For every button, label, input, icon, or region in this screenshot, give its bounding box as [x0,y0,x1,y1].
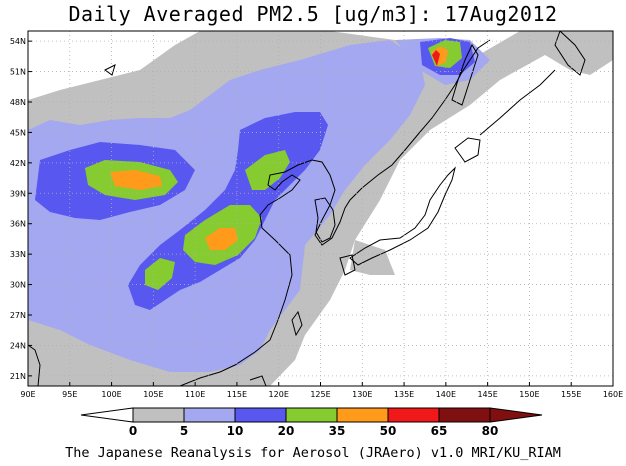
colorbar: 0 5 10 20 35 50 65 80 [80,407,543,438]
lat-tick-label: 27N [10,311,26,320]
lat-tick-label: 24N [10,341,26,350]
lake-baikal [104,64,116,76]
colorbar-label: 5 [180,424,188,438]
colorbar-under-arrow [80,407,134,423]
colorbar-label: 0 [129,424,137,438]
lon-tick-label: 95E [62,390,77,399]
colorbar-swatch [234,407,287,423]
colorbar-swatch [387,407,440,423]
axis-ticks: 90E 95E 100E 105E 110E 115E 120E 125E 130E 135E 14… [10,37,623,399]
lat-tick-label: 51N [10,68,26,77]
lat-lon-grid [28,31,613,386]
contour-65-80-north [432,50,440,66]
coast-japan-honshu [349,166,456,266]
lon-tick-label: 135E [394,390,414,399]
lon-tick-label: 160E [603,390,623,399]
colorbar-label: 10 [227,424,244,438]
contour-50-65-central [205,228,238,250]
lon-tick-label: 130E [352,390,372,399]
lat-tick-label: 21N [10,372,26,381]
lon-tick-label: 125E [310,390,330,399]
lon-tick-label: 100E [101,390,121,399]
lon-tick-label: 110E [185,390,205,399]
colorbar-swatch [438,407,491,423]
colorbar-over-arrow [489,407,543,423]
lon-tick-label: 90E [20,390,35,399]
lat-tick-label: 30N [10,281,26,290]
lon-tick-label: 105E [143,390,163,399]
coast-korea [314,197,336,243]
contour-35-50-south [145,258,175,290]
lon-tick-label: 150E [519,390,539,399]
lon-tick-label: 140E [436,390,456,399]
colorbar-label: 20 [278,424,295,438]
map-title: Daily Averaged PM2.5 [ug/m3]: 17Aug2012 [68,2,558,26]
lat-tick-label: 39N [10,189,26,198]
coast-kamchatka [554,31,586,76]
contour-50-65 [110,170,162,190]
colorbar-label: 35 [329,424,346,438]
coast-hainan [249,375,267,386]
pm25-map: 90E 95E 100E 105E 110E 115E 120E 125E 130E 135E 14… [10,30,623,438]
colorbar-label: 50 [380,424,397,438]
lat-tick-label: 42N [10,159,26,168]
lat-tick-label: 33N [10,250,26,259]
lat-tick-label: 45N [10,128,26,137]
colorbar-label: 80 [482,424,499,438]
lon-tick-label: 115E [227,390,247,399]
coast-kuril [479,69,556,136]
lon-tick-label: 120E [269,390,289,399]
colorbar-swatch [336,407,389,423]
colorbar-label: 65 [431,424,448,438]
footer-credit: The Japanese Reanalysis for Aerosol (JRA… [65,445,561,461]
coast-japan-hokkaido [454,137,481,163]
pm25-contours [28,31,613,386]
lon-tick-label: 155E [561,390,581,399]
colorbar-swatch [285,407,338,423]
coast-sakhalin [451,43,479,106]
lon-tick-label: 145E [477,390,497,399]
lat-tick-label: 36N [10,220,26,229]
coast-japan-kyushu [339,254,356,276]
lat-tick-label: 48N [10,98,26,107]
colorbar-swatch [183,407,236,423]
contour-35-50-east [245,150,290,190]
lat-tick-label: 54N [10,37,26,46]
colorbar-swatch [132,407,185,423]
